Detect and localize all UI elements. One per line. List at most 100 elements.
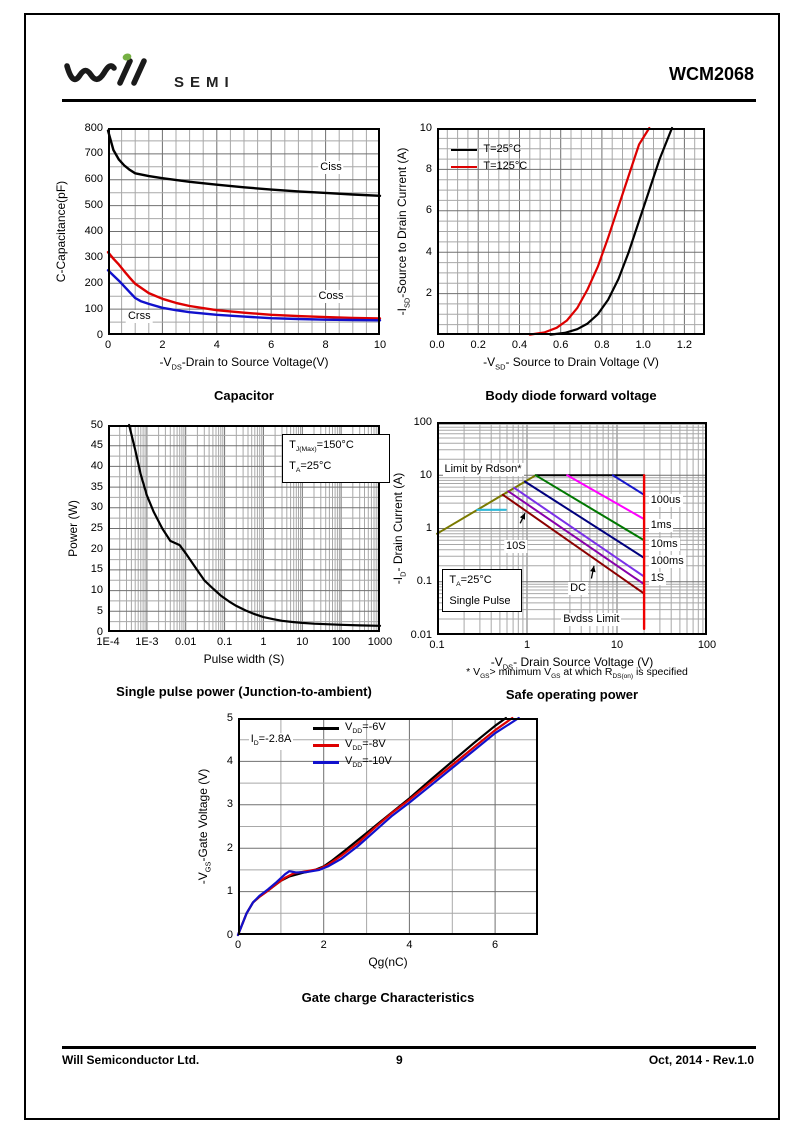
single-pulse-caption: Single pulse power (Junction-to-ambient) (116, 684, 372, 699)
page-border (24, 13, 780, 1120)
x-axis-title: -VDS-Drain to Source Voltage(V) (159, 355, 329, 372)
plot-annotation: 1ms (648, 518, 674, 532)
y-tick-label: 4 (226, 754, 233, 767)
legend-swatch (451, 148, 478, 152)
y-axis-title: Power (W) (66, 500, 80, 557)
legend-swatch (313, 727, 339, 730)
x-tick-label: 0.2 (470, 339, 486, 351)
y-tick-label: 8 (425, 162, 432, 175)
plot-annotation: ID=-2.8A (248, 733, 294, 751)
plot-annotation-box: TJ(Max)=150°C TA=25°C (282, 434, 391, 483)
legend-swatch (313, 761, 339, 764)
y-tick-label: 4 (425, 245, 432, 258)
x-axis-title: -VSD- Source to Drain Voltage (V) (483, 355, 659, 372)
y-tick-label: 0.01 (410, 628, 432, 641)
x-tick-label: 1 (260, 636, 267, 648)
x-tick-label: 10 (296, 636, 309, 648)
legend-label: T=25°C (483, 142, 522, 155)
y-tick-label: 35 (90, 480, 103, 493)
x-tick-label: 0.6 (553, 339, 569, 351)
y-axis-title: -VGS-Gate Voltage (V) (196, 768, 213, 885)
y-tick-label: 6 (425, 204, 432, 217)
x-tick-label: 8 (322, 339, 329, 351)
x-tick-label: 1 (523, 639, 531, 651)
y-tick-label: 50 (90, 418, 103, 431)
soa-caption: Safe operating power (505, 687, 639, 702)
x-tick-label: 6 (492, 939, 499, 951)
x-tick-label: 0.8 (594, 339, 610, 351)
y-tick-label: 300 (84, 250, 103, 263)
x-tick-label: 4 (406, 939, 413, 951)
x-tick-label: 0.4 (511, 339, 528, 351)
plot-annotation: Bvdss Limit (561, 612, 622, 626)
x-tick-label: 0.01 (174, 636, 197, 648)
capacitance-caption: Capacitor (214, 388, 274, 403)
x-tick-label: 1E-3 (135, 636, 159, 648)
y-tick-label: 3 (226, 798, 233, 811)
plot-canvas (106, 128, 382, 335)
x-axis-title: Pulse width (S) (203, 652, 285, 666)
body-diode-chart: 0.0 0.2 0.4 0.6 0.8 1.0 1.2 2 4 6 8 10 -VSD- Source … (395, 122, 705, 371)
y-tick-label: 400 (84, 225, 103, 237)
plot-annotation: 10S (504, 540, 528, 553)
x-tick-label: 1.0 (635, 339, 651, 351)
y-tick-label: 10 (419, 121, 432, 134)
y-axis-title: C-Capacitance(pF) (54, 180, 68, 283)
y-tick-label: 2 (425, 287, 432, 300)
y-tick-label: 700 (84, 147, 103, 160)
capacitance-chart: 0 2 4 6 8 10 0 100 200 300 400 500 600 700 800 -VDS-Dra… (54, 122, 386, 372)
y-tick-label: 0 (96, 328, 103, 341)
x-axis-title: -VDS- Drain Source Voltage (V) (490, 655, 654, 672)
plot-annotation: Ciss (318, 160, 344, 174)
y-tick-label: 15 (90, 563, 103, 576)
part-number: WCM2068 (668, 64, 754, 84)
x-tick-label: 0 (104, 339, 112, 351)
y-tick-label: 30 (90, 501, 103, 514)
x-tick-label: 1000 (367, 636, 393, 648)
y-tick-label: 1 (425, 522, 432, 534)
x-tick-label: 0.1 (429, 639, 445, 651)
y-tick-label: 10 (419, 468, 432, 481)
plot-annotation: 100ms (648, 554, 686, 568)
soa-footnote: * VGS> minimum VGS at which RDS(on) is s… (466, 666, 688, 681)
plot-annotation: 10ms (648, 538, 680, 551)
gate-charge-chart: 0 2 4 6 0 1 2 3 4 5 Qg(nC) -VGS-Gate Voltage (V) ID=… (196, 712, 538, 969)
legend-label: VDD=-8V (345, 738, 386, 753)
plot-annotation: Crss (125, 309, 153, 323)
x-tick-label: 2 (320, 939, 327, 951)
y-tick-label: 2 (226, 841, 233, 854)
footer-revision: Oct, 2014 - Rev.1.0 (648, 1053, 754, 1067)
legend-label: VDD=-10V (345, 755, 392, 770)
will-semi-logo (62, 52, 166, 97)
x-tick-label: 0.0 (429, 339, 445, 351)
x-tick-label: 1E-4 (96, 636, 120, 648)
y-tick-label: 5 (96, 604, 103, 617)
plot-annotation: 1S (648, 572, 667, 585)
y-tick-label: 800 (84, 121, 103, 134)
brand-suffix-text: SEMI (174, 74, 235, 91)
x-tick-label: 1.2 (676, 339, 693, 351)
y-tick-label: 0 (226, 928, 233, 941)
y-tick-label: 100 (413, 415, 432, 428)
logo-green-dot (122, 53, 132, 61)
y-tick-label: 10 (90, 584, 103, 597)
body-diode-caption: Body diode forward voltage (485, 388, 657, 403)
x-tick-label: 4 (213, 339, 220, 351)
y-tick-label: 600 (84, 173, 103, 186)
gate-charge-caption: Gate charge Characteristics (301, 990, 475, 1005)
legend-swatch (451, 165, 478, 169)
x-tick-label: 2 (159, 339, 166, 351)
y-tick-label: 40 (90, 459, 103, 472)
plot-canvas (236, 716, 538, 937)
y-axis-title: -ISD-Source to Drain Current (A) (395, 147, 412, 316)
x-axis-title: Qg(nC) (368, 955, 408, 969)
y-tick-label: 0 (96, 625, 103, 638)
legend-label: T=125°C (483, 159, 528, 172)
y-tick-label: 200 (84, 276, 103, 289)
legend-swatch (313, 744, 339, 747)
y-tick-label: 5 (226, 711, 233, 724)
y-tick-label: 45 (90, 439, 103, 452)
plot-annotation: DC (568, 581, 589, 595)
plot-annotation: 100us (648, 493, 683, 507)
